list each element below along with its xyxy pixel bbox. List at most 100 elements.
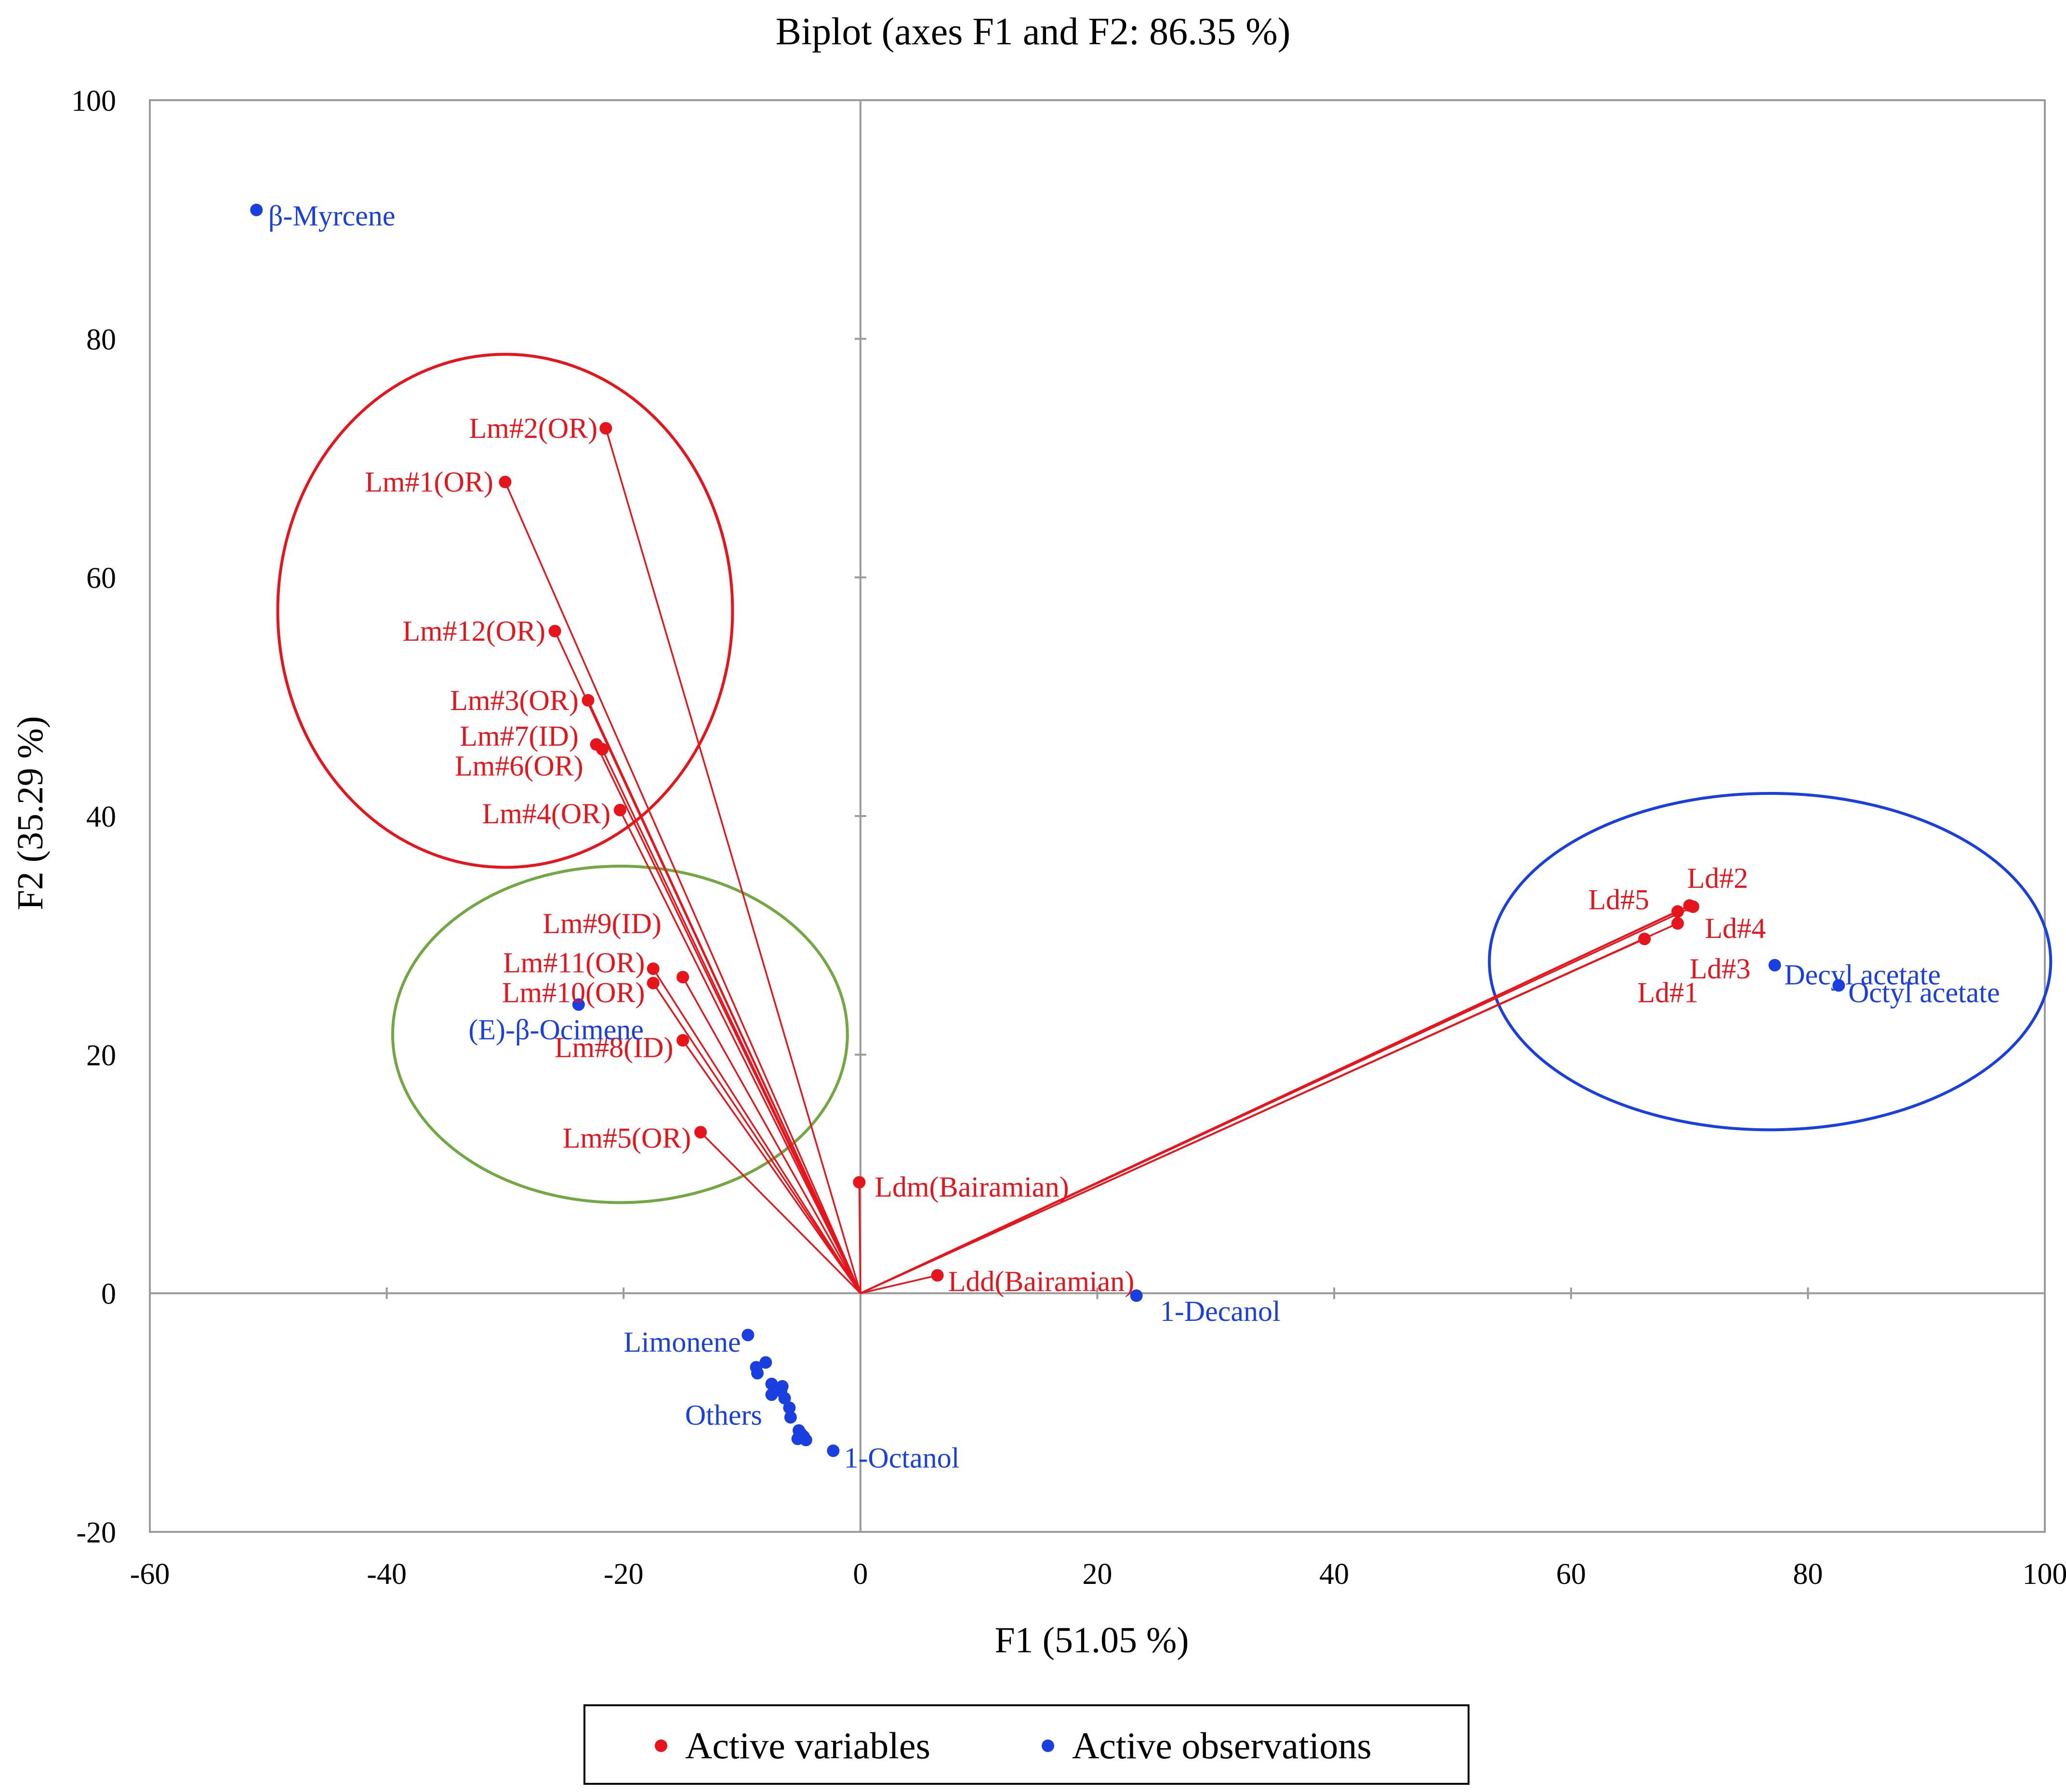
variable-vectors [504,428,1694,1294]
cluster-ellipses [276,353,2053,1204]
green-cluster-ellipse [391,865,849,1204]
x-tick-label: -40 [367,1558,407,1591]
point-lm-5-or [694,1126,707,1139]
vector-lm-6-or [601,749,861,1294]
x-tick-label: 80 [1793,1558,1823,1591]
x-tick-label: 100 [2023,1558,2066,1591]
vector-lm-2-or [605,428,861,1294]
x-tick-label: 40 [1319,1558,1349,1591]
point-ld-4 [1686,900,1699,913]
point-lm-6-or [596,743,609,756]
point-lm-8-id [676,1034,689,1047]
active-observations-point [799,1434,812,1447]
label-e-ocimene: (E)-β-Ocimene [468,1014,644,1045]
label-lm-2-or: Lm#2(OR) [469,412,598,444]
label-limonene: Limonene [623,1326,741,1358]
x-axis-title: F1 (51.05 %) [994,1620,1189,1660]
vector-ld-1 [860,938,1645,1294]
vector-lm-8-id [682,1040,861,1294]
x-tick-label: 60 [1556,1558,1586,1591]
x-tick-label: 0 [853,1558,868,1591]
x-tick-label: -20 [604,1558,644,1591]
label-lm-6-or: Lm#6(OR) [455,750,583,782]
legend-label-active-variables: Active variables [685,1725,930,1766]
point-lm-10-or [647,976,660,989]
plot-area-frame [149,99,2046,1533]
point-labels: Lm#2(OR) Lm#1(OR) Lm#12(OR) Lm#3(OR) Lm#7(ID… [268,200,2000,1474]
point-1-decanol [1130,1289,1143,1302]
point-lm-11-or [647,962,660,975]
label-ld-2: Ld#2 [1687,862,1748,894]
label-lm-12-or: Lm#12(OR) [402,615,545,647]
label-lm-8-id: Lm#8(ID) [555,1031,674,1063]
point-ldm-bairamian [853,1176,866,1189]
label-lm-3-or: Lm#3(OR) [450,685,579,716]
axis-ticks: -60 -40 -20 0 20 40 60 80 100 -20 0 20 40 60 80 100 [71,85,2066,1591]
label-lm-10-or: Lm#10(OR) [502,977,645,1009]
y-tick-label: -20 [76,1516,116,1549]
label-ldd-bairamian: Ldd(Bairamian) [948,1265,1135,1297]
point-limonene [742,1329,755,1342]
y-tick-label: 60 [86,562,116,595]
active-observations-point [759,1356,772,1369]
point-lm-2-or [599,422,612,435]
legend-marker-active-observations [1042,1739,1054,1752]
active-observations-point [751,1367,764,1380]
vector-lm-1-or [504,481,861,1294]
label-others: Others [685,1399,762,1431]
label-ldm-bairamian: Ldm(Bairamian) [874,1171,1069,1203]
legend-box [583,1704,1470,1785]
vector-lm-10-or [652,982,861,1294]
point-lm-9-id [676,971,689,984]
y-tick-label: 80 [86,323,116,356]
x-tick-label: 20 [1083,1558,1112,1591]
chart-title: Biplot (axes F1 and F2: 86.35 %) [776,11,1291,53]
label-octyl-acetate: Octyl acetate [1848,977,2000,1009]
point-ld-5 [1671,905,1684,918]
label-ld-4: Ld#4 [1705,912,1766,944]
point-lm-4-or [613,804,626,817]
vector-ldm-bairamian [858,1182,861,1293]
active-observations-point [778,1392,791,1405]
vector-lm-11-or [652,968,861,1294]
vector-lm-5-or [700,1132,861,1294]
label-1-decanol: 1-Decanol [1160,1295,1281,1327]
label-ld-3: Ld#3 [1690,953,1751,985]
legend-label-active-observations: Active observations [1072,1725,1372,1766]
vector-ld-4 [860,906,1694,1294]
point-octyl-acetate [1832,979,1845,992]
legend-marker-active-variables [655,1739,667,1752]
label-lm-9-id: Lm#9(ID) [543,908,662,939]
legend: Active variables Active observations [583,1704,1470,1785]
label-myrcene: β-Myrcene [268,200,396,232]
active-observations-point [765,1377,778,1390]
point-ld-3 [1671,917,1684,930]
x-tick-label: -60 [130,1558,170,1591]
label-lm-5-or: Lm#5(OR) [563,1122,691,1154]
blue-cluster-ellipse [1488,791,2053,1132]
data-points [250,203,1845,1457]
point-1-octanol [827,1444,840,1457]
label-lm-4-or: Lm#4(OR) [482,798,611,830]
y-tick-label: 40 [86,801,116,833]
point-e-ocimene [572,998,585,1011]
vector-ldd-bairamian [860,1274,938,1294]
label-1-octanol: 1-Octanol [844,1442,959,1474]
point-others [765,1388,778,1401]
point-lm-12-or [548,625,561,638]
point-ld-1 [1638,933,1651,946]
y-axis-title: F2 (35.29 %) [10,716,51,910]
label-lm-1-or: Lm#1(OR) [365,466,493,498]
point-ldd-bairamian [931,1269,944,1282]
active-observations-point [783,1401,796,1414]
vector-lm-9-id [682,976,861,1294]
label-ld-1: Ld#1 [1637,977,1698,1009]
label-lm-7-id: Lm#7(ID) [460,720,579,752]
vector-lm-3-or [587,700,861,1294]
point-decyl-acetate [1768,959,1781,972]
active-observations-point [784,1411,797,1424]
label-lm-11-or: Lm#11(OR) [503,947,645,979]
y-tick-label: 100 [71,85,116,118]
